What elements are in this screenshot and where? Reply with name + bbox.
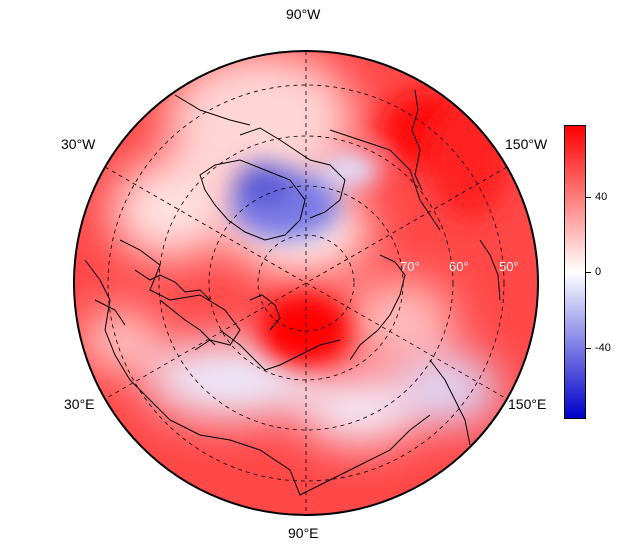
lat-label-70: 70° <box>400 259 420 274</box>
colorbar-label-40: 40 <box>595 191 608 203</box>
longitude-gridlines <box>104 51 508 515</box>
lat-label-50: 50° <box>499 259 519 274</box>
lon-label-lower-right: 150°E <box>508 396 547 412</box>
anomaly-field <box>74 51 538 515</box>
colorbar-tick-minus-40 <box>586 348 591 349</box>
lon-label-bottom: 90°E <box>288 525 319 541</box>
lat-label-60: 60° <box>449 259 469 274</box>
lon-label-top: 90°W <box>286 6 321 22</box>
lon-label-lower-left: 30°E <box>64 396 95 412</box>
colorbar-tick-0 <box>586 272 591 273</box>
colorbar-label-0: 0 <box>595 266 602 278</box>
map-boundary <box>73 50 539 516</box>
lon-label-upper-right: 150°W <box>505 136 548 152</box>
colorbar <box>564 125 586 419</box>
lon-label-upper-left: 30°W <box>61 136 96 152</box>
coastlines <box>84 89 501 496</box>
colorbar-tick-40 <box>586 197 591 198</box>
colorbar-label-minus-40: -40 <box>595 342 611 354</box>
